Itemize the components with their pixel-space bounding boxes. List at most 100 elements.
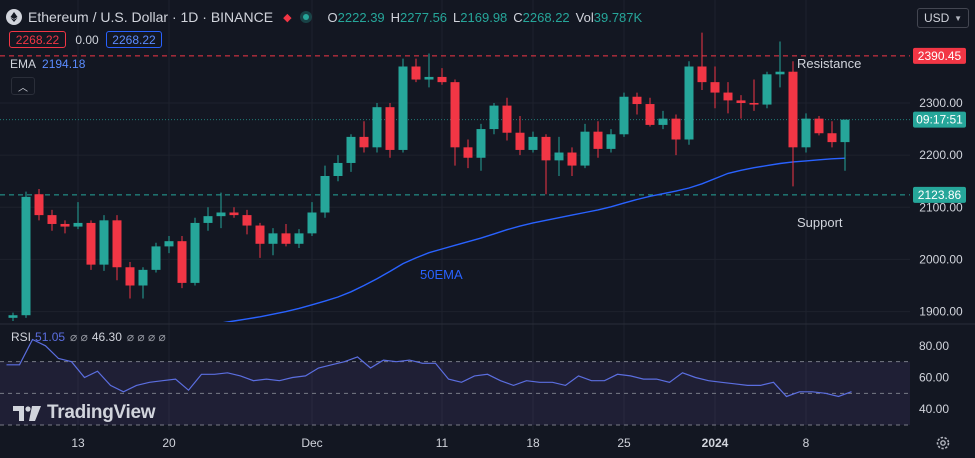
buy-price-button[interactable]: 2268.22 (106, 31, 162, 48)
candle-body (307, 212, 317, 234)
price-tag-label: 2390.45 (918, 49, 962, 63)
ema-line (222, 157, 846, 322)
candle-body (151, 246, 161, 270)
flag-icon[interactable]: ◆ (283, 11, 292, 24)
candle-body (723, 92, 733, 101)
candle-body (203, 216, 213, 223)
symbol-title[interactable]: Ethereum / U.S. Dollar · 1D · BINANCE (28, 9, 274, 25)
low-label: L (453, 9, 461, 25)
candle-body (645, 104, 655, 125)
open-value: 2222.39 (337, 9, 385, 25)
support-annotation: Support (797, 215, 843, 230)
time-tick-label: 20 (162, 436, 176, 450)
rsi-line (6, 338, 852, 398)
time-tick-label: 25 (617, 436, 631, 450)
price-tick-label: 2100.00 (919, 200, 963, 214)
candle-body (658, 118, 668, 125)
currency-value: USD (924, 11, 950, 25)
candle-body (398, 66, 408, 150)
candle-body (814, 118, 824, 134)
candle-body (359, 136, 369, 148)
candle-body (190, 222, 200, 283)
close-label: C (513, 9, 523, 25)
candle-body (294, 233, 304, 244)
candle-body (489, 105, 499, 130)
candle-body (801, 118, 811, 148)
candle-body (268, 233, 278, 244)
candle-body (463, 147, 473, 158)
chart-header: Ethereum / U.S. Dollar · 1D · BINANCE ◆ … (6, 8, 642, 26)
rsi-null-symbols-2: ⌀ ⌀ ⌀ ⌀ (126, 330, 166, 344)
open-label: O (327, 9, 338, 25)
candle-body (541, 136, 551, 161)
time-tick-label: 2024 (702, 436, 729, 450)
time-tick-label: 11 (436, 436, 449, 450)
candle-body (73, 222, 83, 227)
candle-body (346, 136, 356, 163)
market-status-icon[interactable] (299, 11, 312, 23)
candle-body (229, 212, 239, 216)
chevron-down-icon: ▼ (954, 14, 962, 23)
candle-body (827, 133, 837, 143)
time-tick-label: 13 (71, 436, 85, 450)
price-tick-label: 2000.00 (919, 252, 963, 266)
close-value: 2268.22 (522, 9, 570, 25)
candle-body (515, 132, 525, 150)
time-tick-label: 8 (803, 436, 810, 450)
candle-body (255, 225, 265, 244)
sell-price-button[interactable]: 2268.22 (9, 31, 66, 48)
ethereum-logo-icon (6, 9, 22, 25)
candle-body (242, 215, 252, 226)
candle-body (840, 119, 850, 143)
candle-body (593, 131, 603, 149)
ema-annotation: 50EMA (420, 267, 463, 282)
rsi-band (0, 361, 910, 425)
candle-body (86, 222, 96, 265)
candle-body (554, 152, 564, 161)
candle-body (736, 100, 746, 103)
price-tag-label: 2123.86 (918, 188, 962, 202)
gear-icon[interactable] (935, 435, 951, 451)
candle-body (47, 215, 57, 224)
candle-body (164, 241, 174, 247)
high-value: 2277.56 (400, 9, 448, 25)
candle-body (8, 315, 18, 318)
candle-body (320, 176, 330, 213)
candle-body (372, 107, 382, 148)
price-tick-label: 2200.00 (919, 148, 963, 162)
candle-body (775, 71, 785, 75)
candle-body (606, 134, 616, 149)
volume-value: 39.787K (593, 9, 643, 25)
candle-body (567, 152, 577, 166)
candle-body (216, 212, 226, 217)
price-tag (913, 47, 966, 64)
candle-body (749, 103, 759, 105)
candle-body (424, 76, 434, 80)
ema-legend[interactable]: EMA 2194.18 (10, 57, 85, 71)
currency-select[interactable]: USD ▼ (917, 8, 969, 28)
candle-body (333, 162, 343, 176)
rsi-tick-label: 80.00 (919, 339, 949, 353)
price-tag (913, 111, 966, 128)
rsi-value: 51.05 (35, 330, 66, 344)
candle-body (580, 131, 590, 166)
ema-value: 2194.18 (42, 57, 86, 71)
tradingview-logo-icon (13, 405, 41, 421)
rsi-tick-label: 60.00 (919, 371, 949, 385)
volume-label: Vol (575, 9, 594, 25)
candle-body (788, 71, 798, 148)
price-tick-label: 1900.00 (919, 305, 963, 319)
low-value: 2169.98 (460, 9, 508, 25)
time-tick-label: Dec (301, 436, 322, 450)
candle-body (671, 118, 681, 140)
tradingview-watermark: TradingView (13, 402, 156, 424)
rsi-legend[interactable]: RSI 51.05 ⌀ ⌀ 46.30 ⌀ ⌀ ⌀ ⌀ (11, 330, 166, 344)
spread-value: 0.00 (75, 32, 99, 47)
watermark-text: TradingView (47, 402, 156, 423)
collapse-legend-button[interactable]: ︿ (11, 77, 35, 95)
candle-body (60, 223, 70, 227)
candle-body (34, 194, 44, 216)
candle-body (502, 105, 512, 133)
candle-body (177, 241, 187, 283)
